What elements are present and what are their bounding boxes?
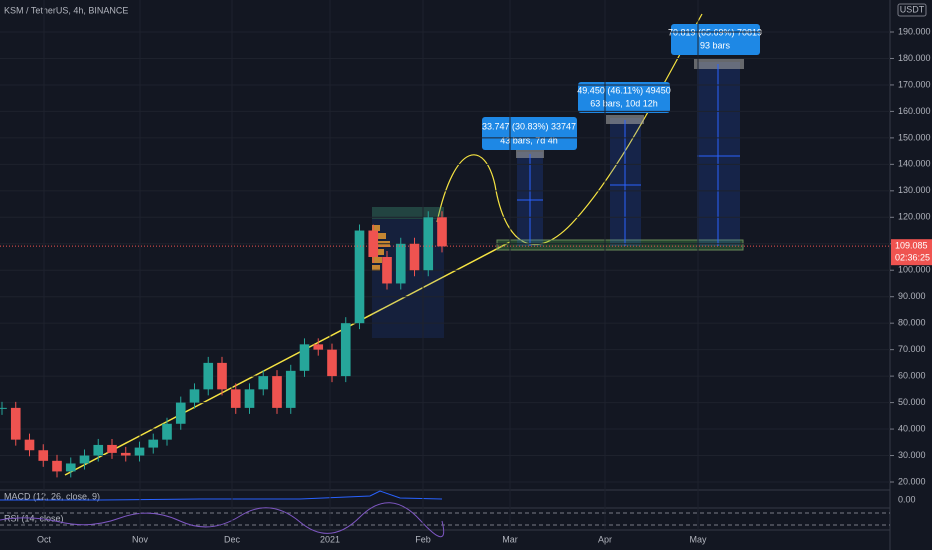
price-tick-label: 40.000: [898, 423, 926, 433]
current-price-label: 109.085: [895, 241, 928, 251]
candle: [299, 344, 310, 371]
candle: [272, 376, 282, 408]
candle: [395, 243, 406, 284]
chart-title: KSM / TetherUS, 4h, BINANCE: [4, 5, 128, 15]
measure-text: 93 bars: [700, 40, 731, 50]
candle: [93, 444, 104, 456]
candle: [230, 389, 241, 408]
price-tick-label: 160.000: [898, 106, 931, 116]
candle: [65, 463, 76, 472]
candle: [409, 243, 420, 271]
candle: [134, 447, 145, 456]
time-label: May: [689, 534, 707, 544]
price-tick-label: 80.000: [898, 318, 926, 328]
price-tick-label: 140.000: [898, 159, 931, 169]
price-tick-label: 170.000: [898, 79, 931, 89]
time-label: Mar: [502, 534, 518, 544]
unit-label: USDT: [900, 4, 925, 14]
candle: [285, 370, 296, 408]
time-label: Nov: [132, 534, 149, 544]
base-band: [496, 239, 744, 251]
measure-label-box: [482, 117, 577, 150]
price-tick-label: 180.000: [898, 53, 931, 63]
candle: [258, 376, 269, 390]
price-tick-label: 50.000: [898, 397, 926, 407]
measure-text: 49.450 (46.11%) 49450: [577, 85, 670, 95]
unit-box: [897, 3, 927, 17]
price-tick-label: 30.000: [898, 450, 926, 460]
candle: [24, 439, 35, 451]
candle: [423, 217, 434, 271]
indicator-axis: 0.00: [898, 494, 916, 504]
time-label: Apr: [598, 534, 612, 544]
time-label: Oct: [37, 534, 52, 544]
candle: [354, 230, 365, 324]
candle: [162, 423, 172, 440]
rsi-line: [0, 502, 445, 538]
macd-line: [0, 490, 443, 501]
trendline: [64, 241, 511, 476]
price-tick-label: 120.000: [898, 212, 931, 222]
candle: [203, 362, 214, 390]
time-label: Dec: [224, 534, 241, 544]
range-top: [372, 207, 444, 219]
candle: [437, 217, 447, 247]
candle: [107, 444, 117, 453]
candle: [52, 460, 62, 472]
candle: [340, 323, 351, 377]
candle: [244, 389, 255, 408]
price-tick-label: 190.000: [898, 26, 931, 36]
price-tick-label: 150.000: [898, 132, 931, 142]
current-price-box: [891, 239, 932, 266]
candle: [38, 450, 49, 461]
measure-text: 33.747 (30.83%) 33747: [482, 121, 576, 131]
measure-text: 43 bars, 7d 4h: [500, 135, 558, 145]
countdown-label: 02:36:25: [895, 253, 930, 263]
measure-top: [694, 59, 744, 69]
candle: [148, 439, 159, 448]
candle: [327, 349, 337, 377]
price-tick-label: 90.000: [898, 291, 926, 301]
candle: [0, 407, 7, 409]
time-label: Feb: [415, 534, 431, 544]
measure-top: [606, 115, 644, 124]
candle: [217, 362, 227, 390]
price-tick-label: 60.000: [898, 370, 926, 380]
candle: [313, 344, 324, 350]
measure-label-box: [578, 82, 670, 113]
candle: [175, 402, 186, 424]
price-tick-label: 130.000: [898, 185, 931, 195]
candle: [189, 389, 200, 403]
measure-text: 63 bars, 10d 12h: [590, 98, 658, 108]
price-tick-label: 20.000: [898, 476, 926, 486]
projection-curve: [436, 13, 703, 246]
time-label: 2021: [320, 534, 340, 544]
candle: [382, 257, 392, 284]
candle: [368, 230, 379, 257]
price-tick-label: 100.000: [898, 265, 931, 275]
candle: [10, 407, 21, 440]
candle: [120, 452, 131, 456]
indicator-label: MACD (12, 26, close, 9): [4, 491, 100, 501]
candle: [79, 455, 90, 464]
price-tick-label: 70.000: [898, 344, 926, 354]
